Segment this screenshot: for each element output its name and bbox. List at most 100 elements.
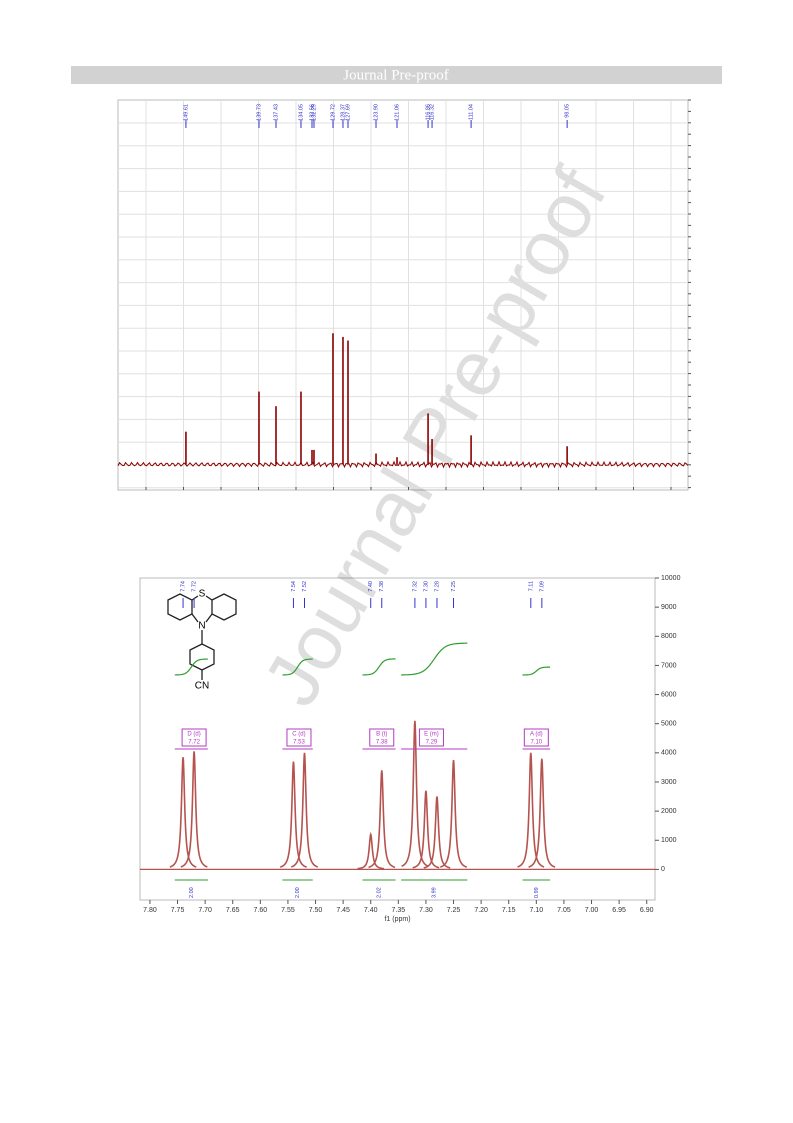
x-tick-label: 7.75 [171,907,185,914]
y-tick-label: 7000 [661,662,677,669]
peak [517,752,545,868]
multiplet-name: B (t) [376,732,387,738]
peak-label: 132.29 [311,104,317,121]
peak-label: 111.04 [469,104,475,120]
peak [279,761,307,868]
x-tick-label: 7.35 [392,907,406,914]
peak-label: 7.25 [451,581,457,592]
x-tick-label: 6.90 [640,907,654,914]
integral-curve [282,658,313,676]
peak [528,758,556,868]
peak-label: 139.73 [256,104,262,121]
x-tick-label: 7.05 [557,907,571,914]
multiplet-name: A (d) [530,732,543,738]
watermark: Journal Pre-proof [246,154,624,720]
multiplet-shift: 7.53 [293,740,305,746]
x-tick-label: 7.50 [309,907,323,914]
peak-label: 132.56 [309,104,315,121]
multiplet-name: C (d) [292,732,305,738]
y-tick-label: 0 [661,866,665,873]
peak [423,796,451,869]
peak [180,751,208,868]
peak-label: 7.09 [539,581,545,592]
x-tick-label: 7.55 [281,907,295,914]
peak [169,757,197,868]
peak-label: 116.32 [430,104,436,120]
multiplet-shift: 7.29 [426,740,438,746]
x-tick-label: 7.25 [447,907,461,914]
peak-label: 7.72 [192,581,198,592]
peak [357,831,385,870]
multiplet-box [369,728,395,747]
peak-label: 149.61 [183,104,189,121]
peak-label: 98.05 [565,104,571,118]
multiplet-shift: 7.72 [188,740,200,746]
header-bar [71,66,722,84]
atom-label: CN [195,681,209,692]
y-tick-label: 3000 [661,779,677,786]
multiplet-shift: 7.38 [376,740,388,746]
integral-curve [174,658,208,676]
peak-label: 129.72 [330,104,336,121]
peak-label: 7.38 [379,581,385,592]
peak-label: 7.54 [291,581,297,592]
atom-label: N [198,621,205,632]
x-tick-label: 7.80 [143,907,157,914]
multiplet-name: D (d) [187,732,200,738]
spectrum-frame [117,99,689,491]
peak [368,770,396,869]
baseline-noise [117,460,689,469]
peak-label: 128.37 [340,104,346,121]
y-tick-label: 9000 [661,604,677,611]
x-tick-label: 7.10 [530,907,544,914]
x-tick-label: 7.45 [336,907,350,914]
peak-label: 121.06 [394,104,400,121]
peak-label: 7.52 [302,581,308,592]
spectrum-frame [139,577,656,901]
peak-label: 7.28 [434,581,440,592]
multiplet-name: E (m) [424,732,439,738]
x-tick-label: 7.15 [502,907,516,914]
y-tick-label: 4000 [661,750,677,757]
peak [412,790,440,869]
peak-label: 7.11 [528,581,534,591]
x-tick-label: 7.30 [419,907,433,914]
peak [401,720,429,868]
integral-curve [522,666,551,676]
multiplet-shift: 7.10 [530,740,542,746]
integral-label: 2.00 [295,887,301,898]
peak-label: 7.40 [368,581,374,592]
y-tick-label: 5000 [661,721,677,728]
header-title: Journal Pre-proof [343,67,448,83]
x-tick-label: 6.95 [612,907,626,914]
molecule-structure [142,580,260,698]
peak-label: 123.90 [373,104,379,121]
y-tick-label: 6000 [661,691,677,698]
y-tick-label: 2000 [661,808,677,815]
multiplet-box [286,728,312,747]
integral-label: 3.99 [432,887,438,898]
multiplet-box [181,728,207,747]
atom-label: S [199,589,206,600]
peak [440,760,468,868]
peak-label: 116.86 [426,104,432,120]
x-tick-label: 7.60 [254,907,268,914]
peak-label: 127.69 [345,104,351,121]
integral-label: 0.99 [534,887,540,898]
x-tick-label: 7.65 [226,907,240,914]
peak-label: 137.43 [273,104,279,121]
y-tick-label: 1000 [661,837,677,844]
x-tick-label: 7.20 [474,907,488,914]
integral-label: 2.02 [376,887,382,898]
multiplet-box [523,728,549,747]
integral-curve [401,642,468,676]
integral-label: 2.00 [189,887,195,898]
x-tick-label: 7.40 [364,907,378,914]
peak-label: 134.05 [298,104,304,121]
integral-curve [362,658,396,676]
x-axis-label: f1 (ppm) [384,916,410,923]
peak-label: 7.32 [412,581,418,592]
x-tick-label: 7.70 [198,907,212,914]
